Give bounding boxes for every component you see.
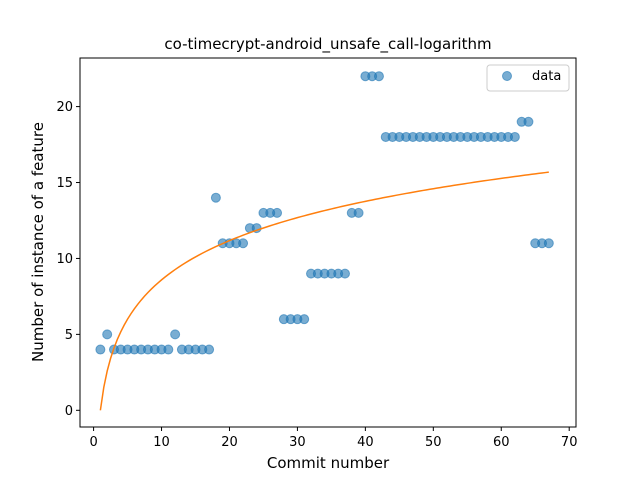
data-point bbox=[524, 117, 533, 126]
y-tick-label: 10 bbox=[56, 252, 73, 267]
data-point bbox=[239, 239, 248, 248]
plot-area bbox=[96, 72, 553, 411]
legend: data bbox=[487, 65, 569, 91]
data-point bbox=[354, 208, 363, 217]
y-tick-label: 0 bbox=[65, 404, 73, 419]
data-point bbox=[96, 345, 105, 354]
y-axis-label: Number of instance of a feature bbox=[29, 122, 47, 362]
data-point bbox=[300, 315, 309, 324]
data-point bbox=[340, 269, 349, 278]
data-point bbox=[544, 239, 553, 248]
x-tick-label: 10 bbox=[153, 435, 170, 450]
data-point bbox=[374, 72, 383, 81]
x-axis-label: Commit number bbox=[267, 454, 390, 472]
plot-frame bbox=[80, 58, 576, 427]
fit-line bbox=[100, 172, 548, 410]
x-tick-label: 60 bbox=[493, 435, 510, 450]
data-point bbox=[273, 208, 282, 217]
x-tick-label: 70 bbox=[561, 435, 578, 450]
x-tick-label: 40 bbox=[357, 435, 374, 450]
data-point bbox=[205, 345, 214, 354]
legend-label-data: data bbox=[532, 69, 561, 84]
x-tick-label: 20 bbox=[221, 435, 238, 450]
y-tick-label: 15 bbox=[56, 176, 73, 191]
data-point bbox=[171, 330, 180, 339]
chart-title: co-timecrypt-android_unsafe_call-logarit… bbox=[164, 35, 491, 54]
x-tick-label: 30 bbox=[289, 435, 306, 450]
x-tick-label: 50 bbox=[425, 435, 442, 450]
data-point bbox=[211, 193, 220, 202]
data-point bbox=[510, 132, 519, 141]
data-point bbox=[164, 345, 173, 354]
legend-marker-icon bbox=[503, 72, 512, 81]
y-tick-label: 5 bbox=[65, 328, 73, 343]
x-tick-label: 0 bbox=[89, 435, 97, 450]
data-point bbox=[103, 330, 112, 339]
y-tick-label: 20 bbox=[56, 100, 73, 115]
